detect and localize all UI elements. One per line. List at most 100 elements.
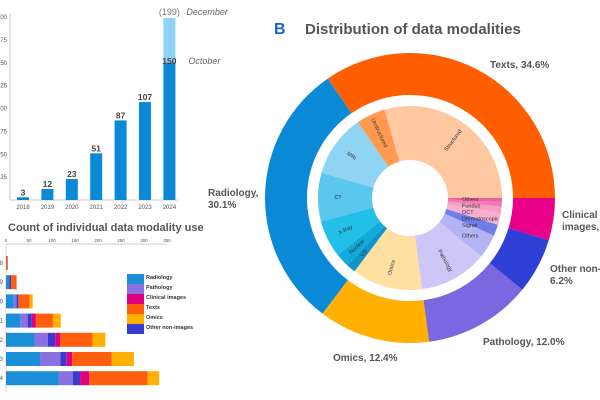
data-label: 51 — [91, 143, 101, 153]
legend-swatch — [127, 314, 144, 324]
inner-slice — [444, 209, 499, 236]
bar-segment — [11, 275, 17, 290]
inner-slice — [347, 225, 388, 272]
inner-slice — [337, 221, 385, 266]
bar — [139, 102, 151, 200]
bar-segment — [6, 256, 8, 270]
modality-stacked-bar-chart: 0 50 100 150 200 250 300 350 2018 2019 2020 2021 202… — [0, 238, 193, 392]
outer-label-line: 30.1% — [208, 200, 236, 211]
bar-segment — [80, 371, 90, 386]
x-tick-label: 250 — [117, 238, 125, 243]
inner-label: Others — [462, 197, 479, 203]
inner-label: Others — [462, 233, 479, 239]
x-tick-label: 300 — [140, 238, 148, 243]
bar-segment — [9, 275, 12, 290]
y-tick-label: 2019 — [0, 280, 4, 286]
bar-segment — [6, 371, 59, 386]
outer-label-line: images, 4.7% — [562, 222, 600, 233]
inner-label: OCT — [462, 210, 474, 216]
inner-slice — [447, 199, 502, 207]
outer-label-line: Clinical — [562, 210, 598, 221]
x-tick-label: 50 — [26, 238, 32, 243]
bar-segment — [6, 313, 21, 328]
bar-segment — [40, 352, 61, 366]
inner-slice — [321, 207, 381, 255]
legend-label: Omics — [146, 315, 163, 321]
data-label: 150 — [162, 56, 176, 66]
value-note: October — [188, 56, 221, 66]
bar-segment — [34, 332, 48, 347]
inner-label: Signal — [462, 223, 477, 229]
x-tick-label: 2020 — [65, 205, 79, 211]
bar-segment — [6, 294, 14, 309]
x-tick-label: 2022 — [114, 205, 128, 211]
inner-label: MRI — [345, 151, 357, 162]
outer-label: Texts, 34.6% — [490, 60, 549, 71]
x-tick-label: 2019 — [41, 205, 55, 211]
outer-label-line: Other non-images, — [550, 264, 600, 275]
bar-segment — [52, 313, 61, 328]
yearly-count-bar-chart: 25 50 75 100 125 150 175 200 3 2018 12 2019 23 2020 51… — [0, 7, 229, 211]
legend-swatch — [127, 284, 144, 294]
bar — [114, 120, 127, 200]
inner-slice — [384, 106, 502, 198]
x-tick-label: 150 — [71, 238, 79, 243]
bar-segment — [6, 275, 10, 290]
data-label: 3 — [21, 187, 26, 197]
bar-segment — [29, 294, 33, 309]
y-tick-label: 150 — [0, 61, 8, 67]
bar-segment — [111, 352, 134, 366]
bar — [90, 153, 103, 200]
bar-segment — [147, 371, 160, 386]
legend-label: Radiology — [146, 275, 174, 281]
inner-slice — [318, 172, 374, 222]
legend-label: Texts — [146, 305, 160, 311]
bar-segment — [20, 313, 28, 328]
modality-donut-chart: Texts, 34.6% Radiology, 30.1% Omics, 12.4% P… — [208, 53, 600, 364]
inner-label: US — [359, 248, 369, 258]
data-label: 87 — [116, 110, 126, 120]
inner-slice — [357, 109, 400, 167]
inner-slice — [439, 213, 494, 257]
bar — [17, 197, 29, 200]
outer-slice — [508, 198, 555, 241]
outer-label: Pathology, 12.0% — [483, 337, 565, 348]
inner-label: Dermatoscopic — [462, 217, 499, 223]
chart-c-title: Count of individual data modality use — [8, 222, 204, 234]
bar-segment — [31, 313, 36, 328]
bar-segment — [72, 371, 81, 386]
y-tick-label: 75 — [0, 129, 7, 135]
y-tick-label: 2021 — [0, 319, 4, 325]
data-label: 12 — [43, 179, 53, 189]
inner-label: Omics — [387, 259, 397, 276]
x-tick-label: 2024 — [163, 205, 177, 211]
outer-slice — [264, 78, 352, 314]
outer-label: Omics, 12.4% — [333, 353, 398, 364]
y-tick-label: 2022 — [0, 338, 4, 344]
bar-segment — [47, 332, 56, 347]
outer-label: Radiology, 30.1% — [208, 188, 259, 211]
bar-segment — [60, 352, 67, 366]
y-tick-label: 50 — [0, 152, 7, 158]
outer-slice — [322, 280, 430, 343]
y-tick-label: 125 — [0, 84, 8, 90]
legend-swatch — [127, 304, 144, 314]
bar-segment — [27, 313, 32, 328]
y-tick-label: 2020 — [0, 299, 4, 305]
legend-swatch — [127, 294, 144, 304]
outer-label: Other non-images,6.2% — [550, 264, 600, 287]
inner-slice — [447, 201, 502, 214]
outer-slice — [327, 53, 555, 198]
panel-letter-b: B — [274, 21, 286, 38]
legend-swatch — [127, 274, 144, 284]
inner-slice — [354, 228, 423, 290]
bar — [65, 178, 78, 200]
x-tick-label: 2021 — [90, 205, 104, 211]
bar-segment — [72, 352, 112, 366]
bar-segment — [89, 371, 148, 386]
y-tick-label: 2024 — [0, 376, 4, 382]
bar-segment — [58, 371, 73, 386]
x-tick-label: 200 — [94, 238, 102, 243]
